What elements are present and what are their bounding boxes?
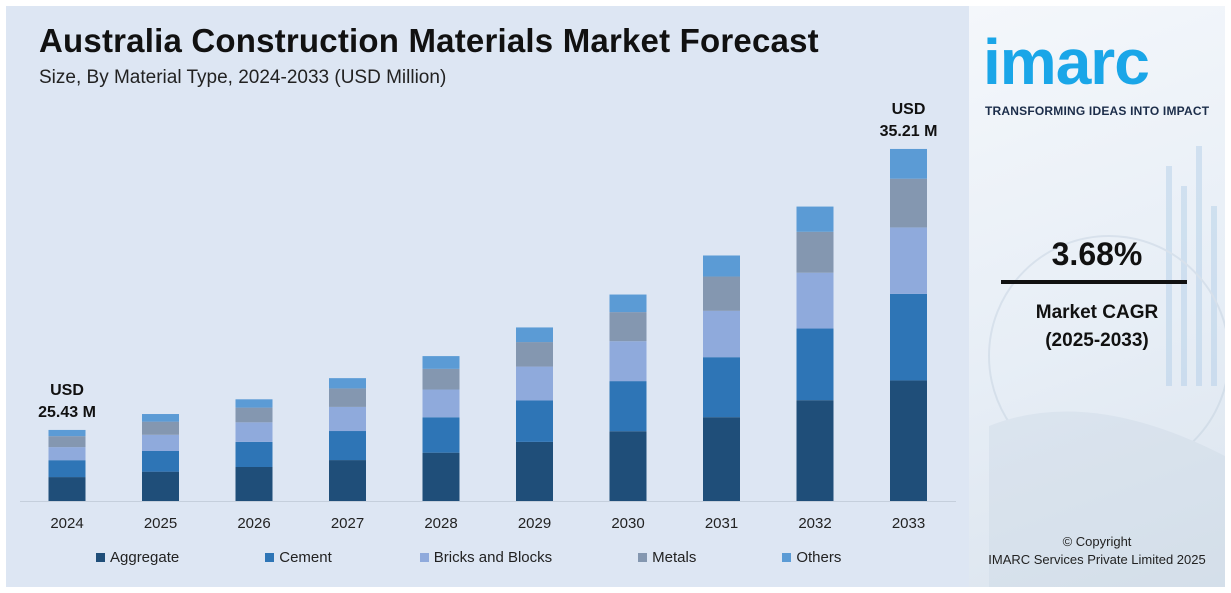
imarc-logo: imarc TRANSFORMING IDEAS INTO IMPACT [983,20,1213,120]
x-tick-label-2024: 2024 [50,515,83,532]
bar-segment-2025-metals [142,421,179,435]
bar-segment-2029-cement [516,400,553,442]
x-tick-label-2033: 2033 [892,515,925,532]
bar-segment-2031-metals [703,276,740,311]
decorative-background-graphic [988,146,1225,587]
bar-segment-2028-bricks-and-blocks [422,389,460,418]
bar-segment-2028-metals [422,368,460,390]
side-panel: imarc TRANSFORMING IDEAS INTO IMPACT 3.6… [969,6,1225,587]
x-tick-label-2026: 2026 [237,515,270,532]
legend-label: Aggregate [110,549,180,566]
bar-segment-2029-metals [516,342,553,367]
legend-label: Bricks and Blocks [433,549,553,566]
bar-segment-2024-bricks-and-blocks [48,447,86,461]
total-label-2033-line1: USD [892,101,926,118]
chart-panel: Australia Construction Materials Market … [6,6,969,587]
legend-item-cement: Cement [265,549,332,566]
bar-segment-2033-others [890,148,927,179]
infographic: Australia Construction Materials Market … [6,6,1225,587]
copyright-line1: © Copyright [1062,534,1132,549]
bar-segment-2033-aggregate [890,380,927,501]
bar-segment-2033-bricks-and-blocks [890,227,927,294]
bar-segment-2033-metals [890,178,927,228]
legend-item-bricks-and-blocks: Bricks and Blocks [419,549,553,566]
bar-segment-2030-aggregate [609,431,647,501]
bar-segment-2032-cement [796,328,834,401]
bar-segment-2028-aggregate [422,452,460,501]
copyright-line2: IMARC Services Private Limited 2025 [988,552,1206,567]
bar-segment-2030-others [609,294,647,313]
bar-segment-2028-others [422,356,460,369]
bar-segment-2029-aggregate [516,441,553,501]
bar-segment-2026-aggregate [235,467,273,501]
x-tick-label-2027: 2027 [331,515,364,532]
bar-segment-2030-bricks-and-blocks [609,341,647,382]
chart-subtitle: Size, By Material Type, 2024-2033 (USD M… [39,67,447,88]
bar-segment-2025-bricks-and-blocks [142,434,179,451]
legend-item-aggregate: Aggregate [96,549,179,566]
legend-label: Metals [652,549,697,566]
chart-title: Australia Construction Materials Market … [39,22,819,59]
bar-segment-2031-bricks-and-blocks [703,310,740,358]
bar-segment-2027-metals [329,388,366,407]
bar-segment-2031-aggregate [703,417,740,501]
bar-segment-2024-aggregate [48,477,86,501]
cagr-label: Market CAGR (2025-2033) [969,299,1225,355]
bar-segment-2024-cement [48,460,86,478]
bar-segment-2032-metals [796,231,834,273]
bar-segment-2031-cement [703,357,740,418]
bar-segment-2024-others [48,429,86,437]
cagr-label-line1: Market CAGR [1035,302,1159,323]
bar-segment-2026-metals [235,407,273,423]
bar-segment-2032-aggregate [796,400,834,501]
bar-segment-2030-metals [609,312,647,342]
bar-segment-2025-others [142,414,179,422]
bar-segment-2032-bricks-and-blocks [796,272,834,329]
bar-segment-2027-others [329,378,366,389]
logo-tagline: TRANSFORMING IDEAS INTO IMPACT [985,104,1210,118]
cagr-divider [1001,280,1187,284]
total-label-2024-line2: 25.43 M [38,404,96,421]
bar-segment-2024-metals [48,436,86,448]
bar-segment-2028-cement [422,417,460,453]
total-label-2033-line2: 35.21 M [880,123,938,140]
x-tick-label-2028: 2028 [424,515,457,532]
bar-segment-2025-cement [142,450,179,472]
bar-segment-2027-bricks-and-blocks [329,406,366,432]
bar-segment-2025-aggregate [142,471,179,501]
legend-item-metals: Metals [638,549,696,566]
x-tick-label-2029: 2029 [518,515,551,532]
bar-segment-2029-bricks-and-blocks [516,366,553,401]
copyright-notice: © Copyright IMARC Services Private Limit… [969,533,1225,569]
total-label-2024-line1: USD [50,382,84,399]
bar-segment-2026-cement [235,441,273,468]
chart-legend: Aggregate Cement Bricks and Blocks Metals Ot… [96,549,927,566]
legend-label: Others [796,549,842,566]
bar-segment-2027-aggregate [329,460,366,501]
legend-label: Cement [279,549,332,566]
x-tick-label-2032: 2032 [798,515,831,532]
bar-segment-2026-others [235,399,273,408]
legend-item-others: Others [782,549,841,566]
x-tick-label-2030: 2030 [611,515,644,532]
logo-wordmark: imarc [983,26,1150,98]
bar-segment-2029-others [516,327,553,343]
legend-swatch [419,553,429,562]
stacked-bar-chart: 2024 2025 2026 2027 2028 2029 2030 2031 2032 2033… [20,101,956,532]
bar-segment-2027-cement [329,431,366,461]
bar-segment-2026-bricks-and-blocks [235,422,273,442]
bar-segment-2031-others [703,255,740,277]
legend-swatch [265,553,275,562]
legend-swatch [638,553,648,562]
bar-segment-2032-others [796,206,834,232]
bar-segment-2033-cement [890,293,927,381]
cagr-value: 3.68% [1051,236,1143,272]
legend-swatch [96,553,105,562]
cagr-label-line2: (2025-2033) [1045,330,1149,351]
legend-swatch [782,553,792,562]
bar-segment-2030-cement [609,381,647,432]
x-tick-label-2025: 2025 [144,515,177,532]
x-tick-label-2031: 2031 [705,515,738,532]
